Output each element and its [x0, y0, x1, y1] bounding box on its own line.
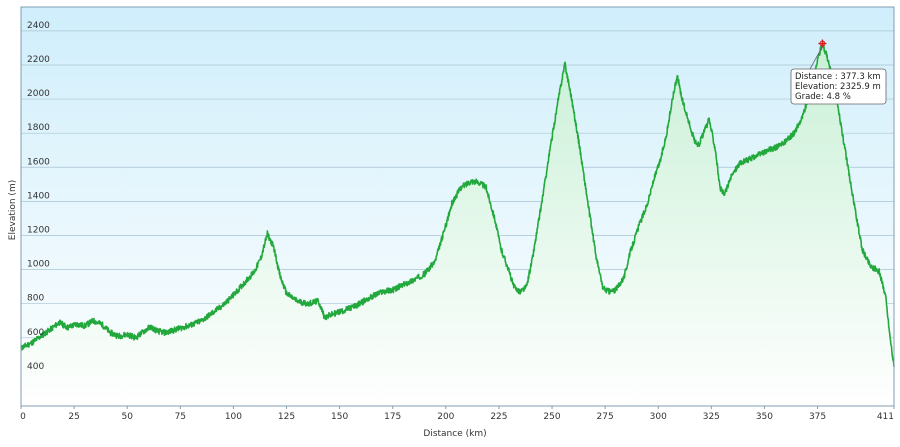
elevation-line[interactable] [20, 41, 895, 367]
x-tick-label: 0 [20, 412, 26, 422]
tooltip-elevation: Elevation: 2325.9 m [795, 82, 881, 92]
x-tick-label: 350 [756, 412, 773, 422]
y-tick-label: 2400 [27, 21, 50, 31]
y-axis-label: Elevation (m) [8, 180, 18, 240]
y-tick-label: 1200 [27, 225, 50, 235]
x-tick-label: 250 [543, 412, 560, 422]
y-axis-ticks: 400 600 800 1000 1200 1400 1600 1800 2000 2200 240… [27, 21, 50, 372]
elevation-area-fill [21, 42, 894, 407]
x-tick-label: 100 [225, 412, 242, 422]
tooltip-box [790, 68, 887, 105]
y-tick-label: 1800 [27, 123, 50, 133]
y-tick-label: 2200 [27, 55, 50, 65]
x-tick-label: 125 [278, 412, 295, 422]
x-tick-label: 50 [121, 412, 133, 422]
y-tick-label: 2000 [27, 89, 50, 99]
plot-frame [20, 6, 895, 407]
y-tick-label: 600 [27, 328, 44, 338]
tooltip-grade: Grade: 4.8 % [795, 92, 851, 102]
x-tick-label: 150 [331, 412, 348, 422]
x-tick-label: 75 [175, 412, 186, 422]
tooltip-pointer [809, 46, 823, 70]
y-tick-label: 800 [27, 294, 44, 304]
x-tick-label: 200 [437, 412, 454, 422]
y-tick-label: 1400 [27, 191, 50, 201]
x-tick-label: 411 [877, 412, 894, 422]
x-tick-label: 300 [650, 412, 667, 422]
x-tick-label: 275 [597, 412, 614, 422]
x-tick-label: 175 [384, 412, 401, 422]
peak-marker[interactable] [809, 39, 827, 70]
x-tick-label: 325 [703, 412, 720, 422]
x-axis-label: Distance (km) [423, 429, 486, 439]
y-tick-label: 400 [27, 362, 44, 372]
x-tick-label: 25 [68, 412, 79, 422]
x-tick-label: 375 [809, 412, 826, 422]
marker-dot [819, 40, 826, 47]
x-tick-label: 225 [490, 412, 507, 422]
hover-tooltip: Distance : 377.3 km Elevation: 2325.9 m … [790, 68, 887, 105]
x-axis-ticks: 0 25 50 75 100 125 150 175 200 225 250 275 300 325 350… [20, 406, 895, 422]
y-tick-label: 1000 [27, 260, 50, 270]
y-tick-label: 1600 [27, 157, 50, 167]
tooltip-distance: Distance : 377.3 km [795, 72, 881, 82]
